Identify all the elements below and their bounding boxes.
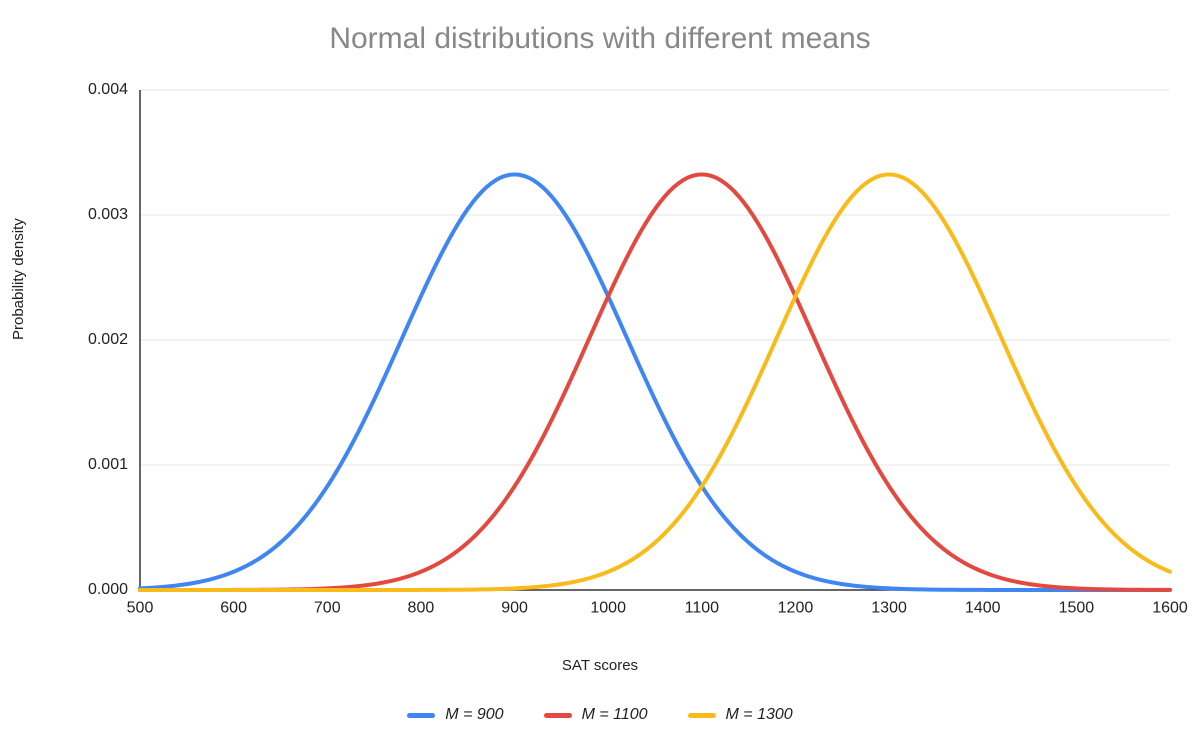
legend-label-1: M = 1100 xyxy=(582,706,648,724)
legend-swatch-1 xyxy=(544,713,572,718)
x-tick-label: 800 xyxy=(408,599,435,616)
chart-plot: 0.000 0.001 0.002 0.003 0.004 500 600 700 800 900… xyxy=(0,0,1200,742)
chart-legend: M = 900 M = 1100 M = 1300 xyxy=(0,706,1200,724)
x-tick-label: 700 xyxy=(314,599,341,616)
legend-item-2: M = 1300 xyxy=(688,706,793,724)
x-tick-label: 1500 xyxy=(1059,599,1095,616)
legend-item-0: M = 900 xyxy=(407,706,503,724)
legend-label-0: M = 900 xyxy=(445,706,503,724)
legend-swatch-0 xyxy=(407,713,435,718)
y-tick-label: 0.004 xyxy=(88,81,128,98)
x-tick-label: 600 xyxy=(220,599,247,616)
legend-label-2: M = 1300 xyxy=(726,706,793,724)
y-tick-label: 0.000 xyxy=(88,581,128,598)
x-tick-label: 1400 xyxy=(965,599,1001,616)
legend-swatch-2 xyxy=(688,713,716,718)
y-tick-label: 0.003 xyxy=(88,206,128,223)
series-line-0 xyxy=(140,174,1170,590)
chart-container: Normal distributions with different mean… xyxy=(0,0,1200,742)
x-tick-label: 1600 xyxy=(1152,599,1188,616)
x-tick-label: 1000 xyxy=(590,599,626,616)
x-tick-label: 900 xyxy=(501,599,528,616)
x-tick-label: 1200 xyxy=(778,599,814,616)
x-tick-label: 1100 xyxy=(685,599,720,616)
x-tick-label: 500 xyxy=(127,599,154,616)
x-tick-label: 1300 xyxy=(871,599,907,616)
y-tick-label: 0.002 xyxy=(88,331,128,348)
legend-item-1: M = 1100 xyxy=(544,706,648,724)
y-tick-label: 0.001 xyxy=(88,456,128,473)
